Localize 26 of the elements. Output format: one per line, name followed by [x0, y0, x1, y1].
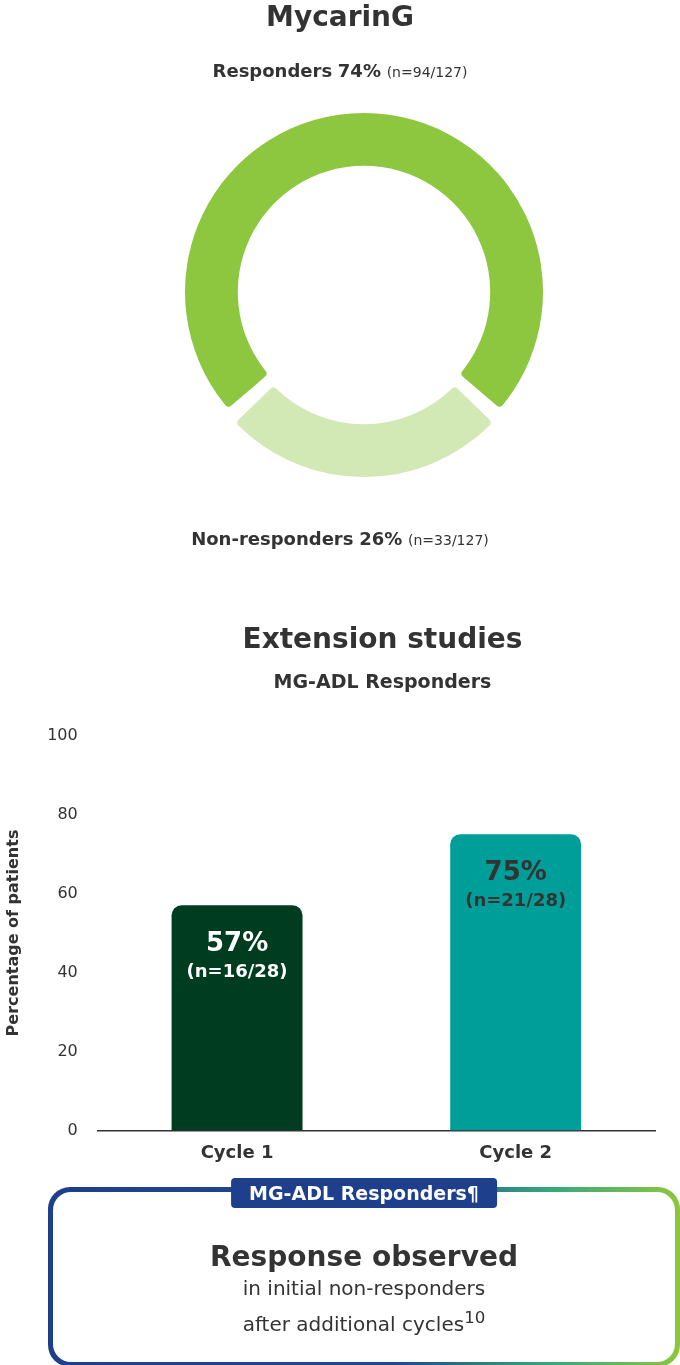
data-label: 26%	[359, 528, 403, 549]
x-tick-label: Cycle 1	[200, 1140, 274, 1162]
y-tick-label: 80	[57, 803, 78, 823]
y-axis-title: Percentage of patients	[2, 829, 22, 1037]
text: Response observed	[210, 1240, 518, 1273]
data-label: 74%	[337, 60, 381, 81]
x-tick-label: Cycle 2	[479, 1140, 553, 1162]
y-tick-label: 0	[67, 1119, 78, 1139]
chart-title: MycarinG	[265, 0, 415, 33]
data-label: 75%	[484, 856, 547, 887]
chart-title: Extension studies	[241, 622, 524, 655]
annotation: (n=21/28)	[465, 889, 567, 911]
slice-label: Non-responders	[191, 528, 354, 549]
y-tick-label: 60	[57, 882, 78, 902]
chart-subtitle: MG-ADL Responders	[272, 670, 493, 692]
text: after additional cycles$^{10}$	[241, 1307, 487, 1338]
text: MG-ADL Responders¶	[231, 1178, 497, 1208]
text: in initial non-responders	[241, 1275, 487, 1302]
y-tick-label: 40	[57, 961, 78, 981]
slice-label: Responders	[212, 60, 333, 81]
annotation: (n=16/28)	[186, 960, 288, 982]
text: (n=94/127)	[386, 64, 468, 80]
text: (n=33/127)	[408, 532, 489, 548]
y-tick-label: 20	[57, 1040, 78, 1060]
data-label: 57%	[205, 927, 269, 958]
y-tick-label: 100	[47, 724, 78, 744]
